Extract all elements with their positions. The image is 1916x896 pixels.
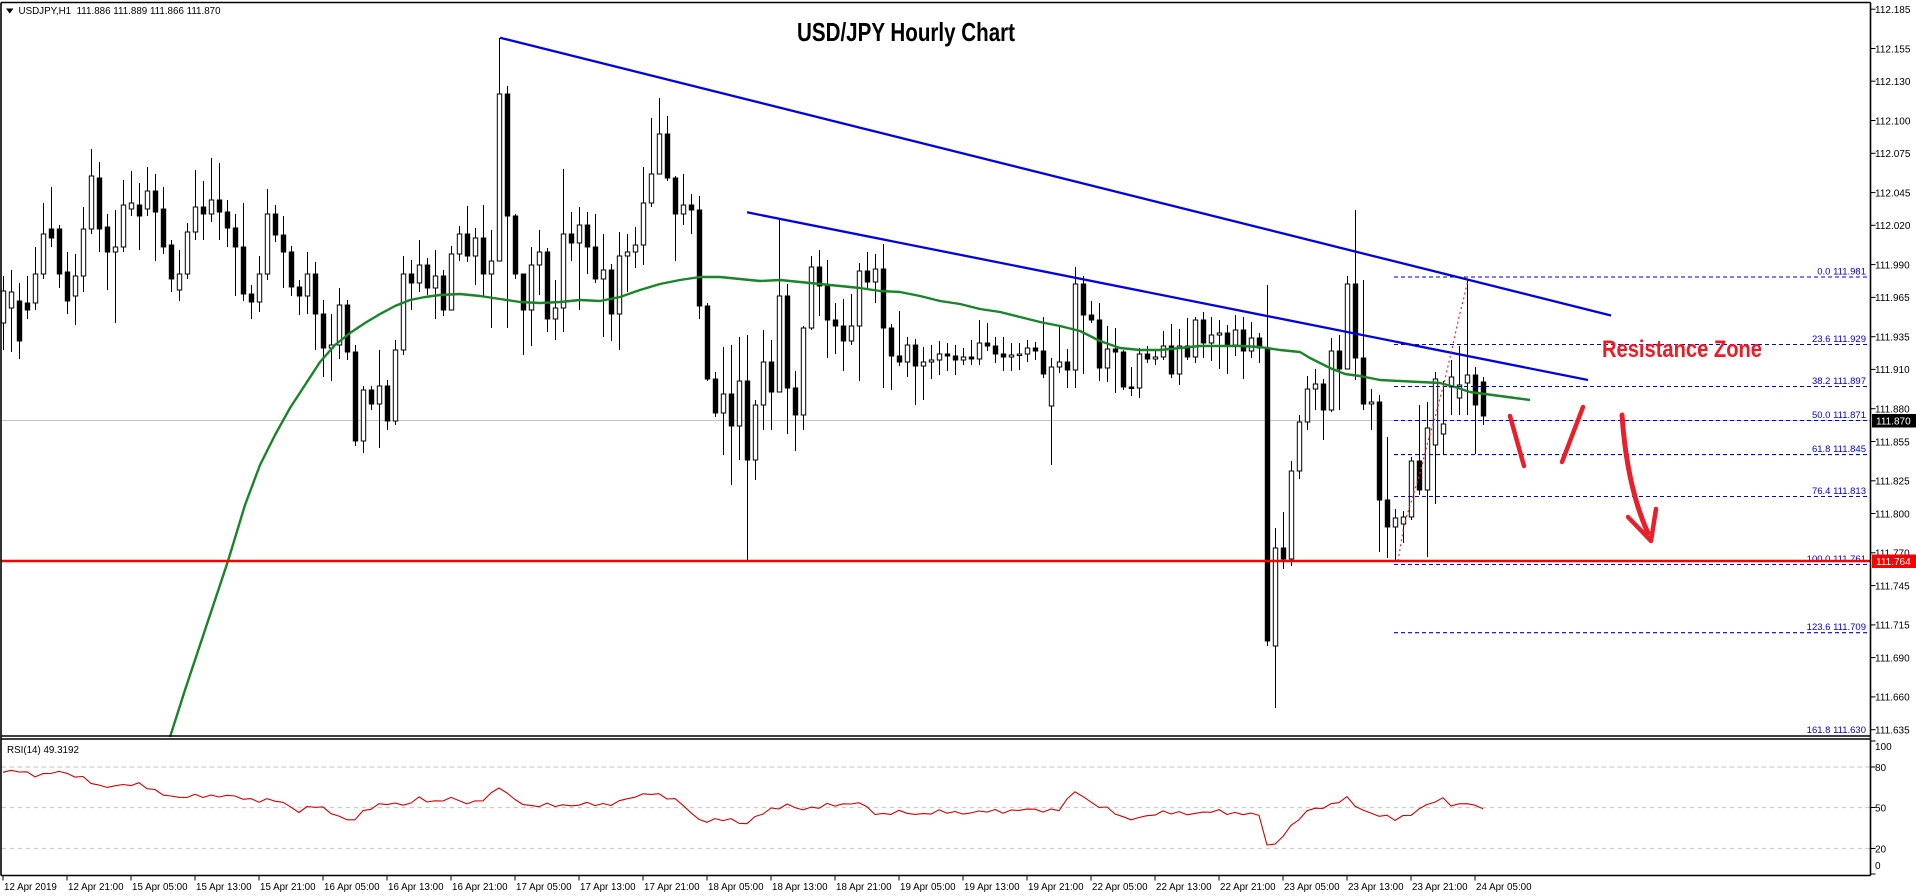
svg-text:111.745: 111.745 — [1875, 581, 1910, 592]
svg-text:12 Apr 21:00: 12 Apr 21:00 — [68, 882, 124, 893]
svg-text:0.0 111.981: 0.0 111.981 — [1817, 267, 1866, 278]
svg-text:111.870: 111.870 — [1876, 417, 1911, 428]
svg-text:111.990: 111.990 — [1875, 260, 1910, 271]
svg-text:15 Apr 05:00: 15 Apr 05:00 — [132, 882, 188, 893]
svg-text:12 Apr 2019: 12 Apr 2019 — [4, 882, 57, 893]
svg-text:111.935: 111.935 — [1875, 333, 1910, 344]
svg-text:16 Apr 21:00: 16 Apr 21:00 — [452, 882, 508, 893]
svg-text:23 Apr 13:00: 23 Apr 13:00 — [1348, 882, 1404, 893]
svg-text:17 Apr 05:00: 17 Apr 05:00 — [516, 882, 572, 893]
svg-text:61.8 111.845: 61.8 111.845 — [1812, 444, 1866, 455]
svg-text:23 Apr 21:00: 23 Apr 21:00 — [1412, 882, 1468, 893]
svg-text:111.910: 111.910 — [1875, 365, 1910, 376]
svg-text:17 Apr 21:00: 17 Apr 21:00 — [644, 882, 700, 893]
svg-text:111.965: 111.965 — [1875, 293, 1910, 304]
svg-text:0: 0 — [1875, 861, 1881, 872]
svg-text:15 Apr 21:00: 15 Apr 21:00 — [260, 882, 316, 893]
svg-text:USD/JPY Hourly Chart: USD/JPY Hourly Chart — [797, 17, 1015, 47]
svg-text:19 Apr 21:00: 19 Apr 21:00 — [1028, 882, 1084, 893]
svg-text:111.660: 111.660 — [1875, 693, 1910, 704]
svg-text:111.880: 111.880 — [1875, 405, 1910, 416]
svg-text:112.075: 112.075 — [1875, 149, 1911, 160]
svg-text:112.130: 112.130 — [1875, 77, 1911, 88]
svg-text:112.100: 112.100 — [1875, 116, 1911, 127]
svg-text:22 Apr 13:00: 22 Apr 13:00 — [1156, 882, 1212, 893]
svg-text:23 Apr 05:00: 23 Apr 05:00 — [1284, 882, 1340, 893]
svg-text:Resistance Zone: Resistance Zone — [1602, 336, 1762, 363]
svg-text:112.020: 112.020 — [1875, 221, 1911, 232]
svg-text:24 Apr 05:00: 24 Apr 05:00 — [1476, 882, 1532, 893]
svg-text:18 Apr 05:00: 18 Apr 05:00 — [708, 882, 764, 893]
svg-text:38.2 111.897: 38.2 111.897 — [1812, 376, 1866, 387]
svg-text:USDJPY,H1 111.886 111.889 111: USDJPY,H1 111.886 111.889 111.866 111.87… — [19, 6, 222, 17]
svg-text:18 Apr 21:00: 18 Apr 21:00 — [836, 882, 892, 893]
svg-text:19 Apr 05:00: 19 Apr 05:00 — [900, 882, 956, 893]
svg-text:161.8 111.630: 161.8 111.630 — [1807, 725, 1866, 736]
svg-text:111.764: 111.764 — [1876, 557, 1911, 568]
svg-text:112.155: 112.155 — [1875, 44, 1911, 55]
svg-text:112.185: 112.185 — [1875, 5, 1911, 16]
svg-text:111.690: 111.690 — [1875, 653, 1910, 664]
svg-text:50: 50 — [1875, 803, 1887, 814]
svg-text:17 Apr 13:00: 17 Apr 13:00 — [580, 882, 636, 893]
svg-text:123.6 111.709: 123.6 111.709 — [1807, 622, 1866, 633]
svg-text:16 Apr 05:00: 16 Apr 05:00 — [324, 882, 380, 893]
svg-text:16 Apr 13:00: 16 Apr 13:00 — [388, 882, 444, 893]
svg-text:22 Apr 05:00: 22 Apr 05:00 — [1092, 882, 1148, 893]
svg-text:111.825: 111.825 — [1875, 477, 1910, 488]
svg-text:112.045: 112.045 — [1875, 188, 1911, 199]
svg-text:111.855: 111.855 — [1875, 437, 1910, 448]
svg-text:80: 80 — [1875, 763, 1887, 774]
svg-text:19 Apr 13:00: 19 Apr 13:00 — [964, 882, 1020, 893]
svg-text:22 Apr 21:00: 22 Apr 21:00 — [1220, 882, 1276, 893]
svg-text:18 Apr 13:00: 18 Apr 13:00 — [772, 882, 828, 893]
svg-text:100.0 111.761: 100.0 111.761 — [1807, 554, 1866, 565]
svg-text:50.0 111.871: 50.0 111.871 — [1812, 410, 1866, 421]
svg-text:20: 20 — [1875, 844, 1887, 855]
svg-text:100: 100 — [1875, 742, 1892, 753]
svg-text:111.715: 111.715 — [1875, 621, 1910, 632]
svg-text:111.800: 111.800 — [1875, 509, 1910, 520]
svg-text:111.770: 111.770 — [1875, 549, 1910, 560]
svg-text:15 Apr 13:00: 15 Apr 13:00 — [196, 882, 252, 893]
svg-text:76.4 111.813: 76.4 111.813 — [1812, 486, 1866, 497]
svg-text:23.6 111.929: 23.6 111.929 — [1812, 334, 1866, 345]
svg-text:111.635: 111.635 — [1875, 726, 1910, 737]
svg-text:RSI(14) 49.3192: RSI(14) 49.3192 — [7, 745, 79, 756]
